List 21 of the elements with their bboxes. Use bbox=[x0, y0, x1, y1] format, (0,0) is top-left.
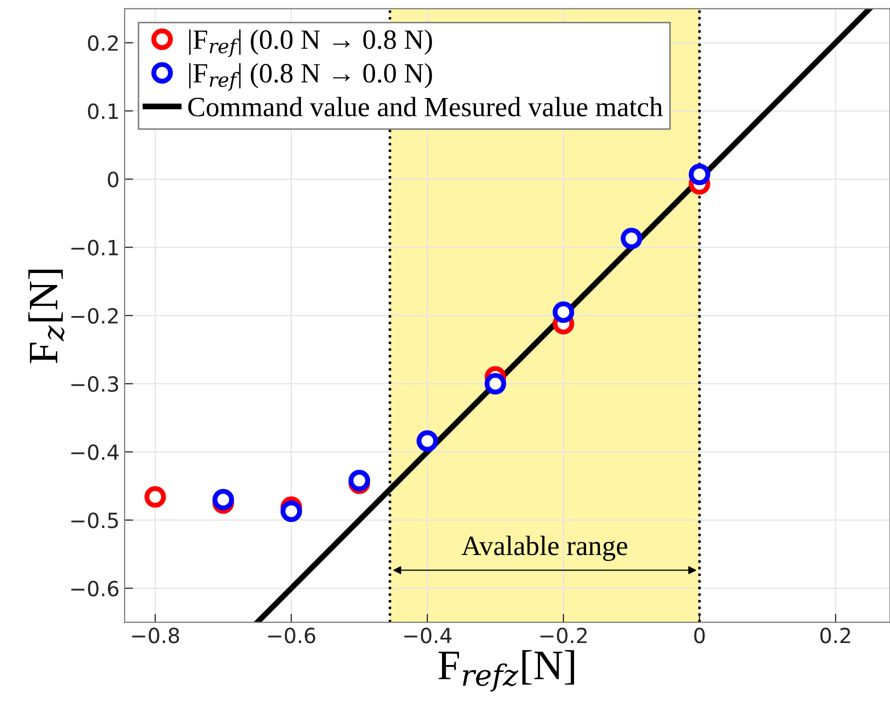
annotation: Avalable range bbox=[462, 536, 628, 561]
y-axis-title: F$_{z}$[N] bbox=[28, 270, 64, 364]
legend-label: |F$_{ref}$| (0.0 N → 0.8 N) bbox=[189, 29, 432, 58]
x-tick-label: 0 bbox=[694, 628, 705, 644]
x-tick-label: −0.2 bbox=[540, 628, 587, 644]
x-axis-title: F$_{refz}$[N] bbox=[438, 650, 574, 692]
x-tick-label: 0.2 bbox=[820, 628, 850, 644]
x-tick-label: −0.4 bbox=[404, 628, 452, 644]
y-tick-label: −0.4 bbox=[71, 444, 119, 460]
x-tick-label: −0.8 bbox=[132, 628, 180, 644]
x-tick-label: −0.6 bbox=[268, 628, 316, 644]
y-tick-label: −0.5 bbox=[71, 512, 118, 528]
legend-label: Command value and Mesured value match bbox=[188, 96, 663, 116]
y-tick-label: −0.1 bbox=[71, 240, 118, 256]
y-tick-label: −0.2 bbox=[71, 308, 118, 324]
y-tick-label: −0.3 bbox=[71, 376, 118, 392]
y-tick-label: 0.2 bbox=[88, 35, 118, 51]
y-tick-label: −0.6 bbox=[71, 580, 118, 596]
y-tick-label: 0.1 bbox=[88, 103, 118, 120]
legend-label: |F$_{ref}$| (0.8 N → 0.0 N) bbox=[189, 63, 432, 91]
y-tick-label: 0 bbox=[108, 172, 118, 188]
